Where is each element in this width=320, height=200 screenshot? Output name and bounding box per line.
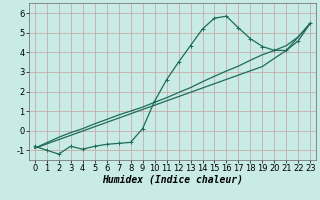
X-axis label: Humidex (Indice chaleur): Humidex (Indice chaleur) — [102, 175, 243, 185]
